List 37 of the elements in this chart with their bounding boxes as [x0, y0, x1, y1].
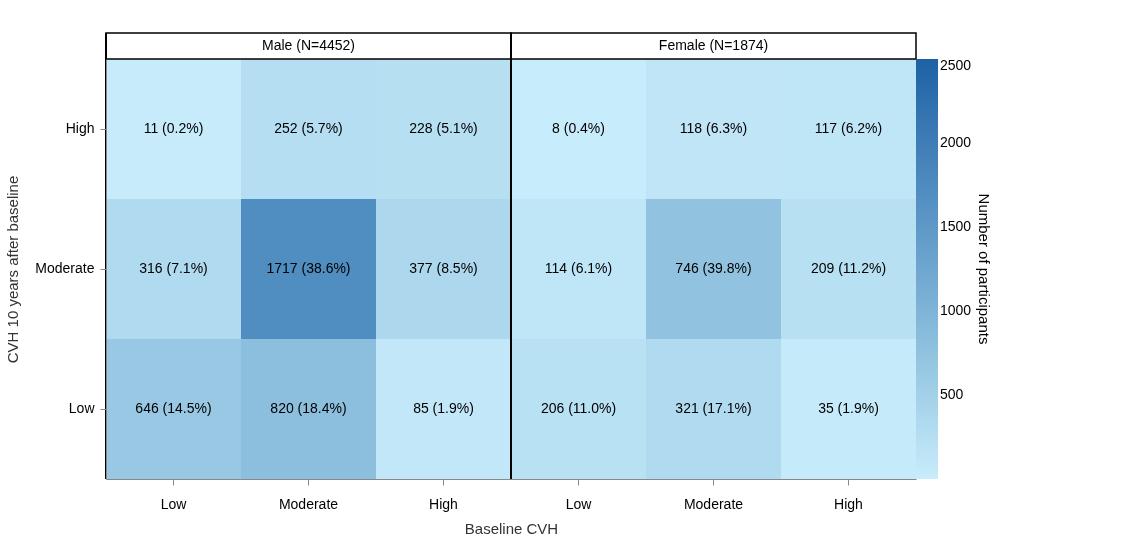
- x-tick-label: Moderate: [683, 495, 744, 512]
- data-label: 820 (18.4%): [270, 400, 347, 416]
- text: Male (N=4452): [262, 37, 355, 53]
- data-label: 114 (6.1%): [544, 260, 613, 276]
- data-label: 35 (1.9%): [818, 400, 879, 416]
- y-axis-title: CVH 10 years after baseline: [4, 175, 22, 364]
- data-label: 316 (7.1%): [139, 260, 208, 276]
- x-tick-label: Low: [160, 495, 188, 512]
- x-tick-label: High: [429, 495, 458, 512]
- data-label: 117 (6.2%): [814, 120, 883, 136]
- data-label: 252 (5.7%): [274, 120, 343, 136]
- data-label: 8 (0.4%): [552, 120, 605, 136]
- data-label: 206 (11.0%): [540, 400, 617, 416]
- data-label: 85 (1.9%): [413, 400, 474, 416]
- color-bar-label: 2500: [940, 57, 972, 73]
- x-tick-label: Low: [565, 495, 593, 512]
- data-label: 321 (17.1%): [675, 400, 752, 416]
- color-bar-label: 500: [940, 386, 964, 402]
- y-tick-label: Moderate: [35, 260, 95, 276]
- y-tick-label: Low: [68, 400, 96, 416]
- color-bar-label: 2000: [940, 134, 972, 150]
- y-tick-label: High: [65, 120, 95, 136]
- color-bar-title: Number of participants: [976, 193, 993, 345]
- data-label: 118 (6.3%): [679, 120, 748, 136]
- data-label: 209 (11.2%): [810, 260, 887, 276]
- data-label: 1717 (38.6%): [266, 260, 351, 276]
- x-axis-title: Baseline CVH: [464, 519, 559, 537]
- text: Female (N=1874): [658, 37, 769, 53]
- x-tick-label: High: [834, 495, 863, 512]
- data-label: 228 (5.1%): [409, 120, 478, 136]
- data-label: 11 (0.2%): [143, 120, 204, 136]
- data-label: 746 (39.8%): [675, 260, 752, 276]
- data-label: 377 (8.5%): [409, 260, 478, 276]
- data-label: 646 (14.5%): [135, 400, 212, 416]
- x-tick-label: Moderate: [278, 495, 339, 512]
- color-bar-label: 1500: [940, 218, 972, 234]
- color-bar-label: 1000: [940, 302, 972, 318]
